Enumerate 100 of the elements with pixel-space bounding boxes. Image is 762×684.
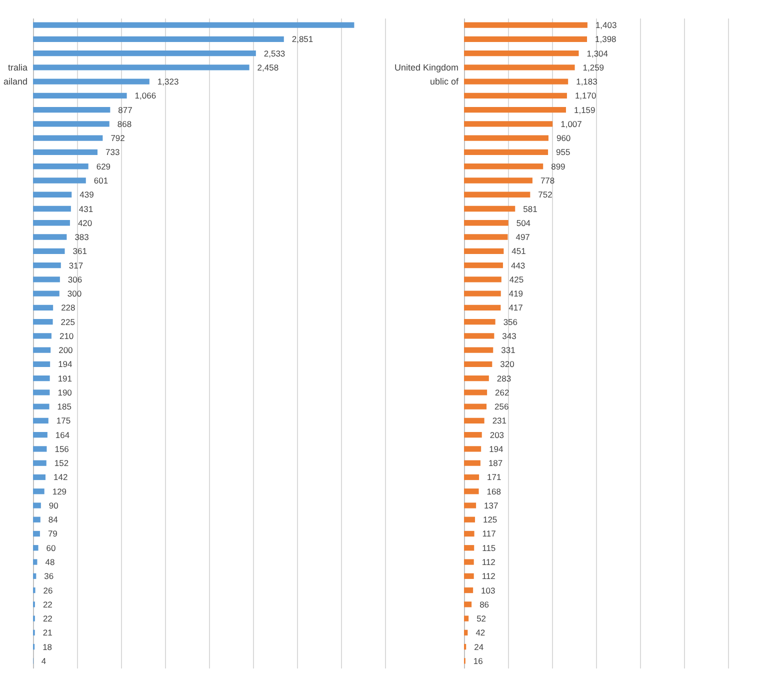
data-label: 112 [482, 571, 496, 582]
data-label: 1,183 [576, 76, 598, 87]
y-tick-label: tralia [8, 62, 28, 72]
bar [33, 178, 86, 184]
bar [464, 333, 494, 339]
data-label: 112 [482, 556, 496, 567]
data-label: 210 [59, 330, 74, 341]
bar [33, 545, 38, 551]
bar [464, 460, 480, 466]
data-label: 185 [57, 402, 72, 412]
bar [464, 234, 508, 240]
bar [464, 164, 544, 170]
bar [464, 92, 567, 99]
bar [464, 121, 553, 127]
data-label: 60 [46, 542, 56, 553]
bar [33, 390, 50, 396]
bar [464, 446, 482, 452]
bar [33, 234, 67, 240]
data-label: 417 [508, 302, 524, 313]
data-label: 22 [42, 599, 53, 610]
bar [464, 262, 503, 268]
data-label: 504 [516, 218, 531, 228]
bar [33, 559, 38, 565]
data-label: 103 [481, 585, 496, 596]
bar [33, 446, 47, 452]
bar [33, 460, 46, 466]
data-label: 1,323 [157, 76, 179, 87]
bar [464, 361, 492, 368]
data-label: 129 [52, 486, 67, 496]
bar [33, 22, 354, 28]
data-label: 960 [556, 133, 571, 144]
data-label: 877 [118, 104, 133, 115]
bar [464, 404, 487, 410]
data-label: 431 [78, 204, 94, 214]
y-tick-label: ublic of [430, 76, 459, 87]
data-label: 256 [494, 402, 509, 412]
bar [464, 390, 488, 396]
bar [464, 545, 474, 551]
data-label: 125 [483, 514, 498, 525]
bar [464, 149, 548, 156]
data-label: 733 [106, 147, 120, 158]
bar [464, 502, 476, 508]
data-label: 955 [556, 147, 570, 158]
data-label: 2,533 [264, 48, 286, 58]
data-label: 117 [482, 528, 496, 539]
data-label: 2,458 [257, 62, 279, 72]
bar [464, 304, 501, 310]
bar [33, 50, 256, 56]
bar [464, 50, 579, 56]
data-label: 356 [503, 316, 518, 327]
bar [464, 290, 501, 296]
data-label: 86 [480, 599, 490, 610]
data-label: 283 [496, 373, 512, 384]
bar [33, 248, 65, 254]
data-label: 1,066 [134, 90, 156, 101]
data-label: 152 [54, 458, 69, 468]
bar [33, 220, 70, 226]
bar [33, 36, 284, 42]
bar [464, 107, 566, 113]
data-label: 320 [500, 359, 515, 370]
bar [33, 78, 150, 84]
data-label: 443 [510, 260, 526, 270]
data-label: 225 [60, 316, 76, 327]
data-label: 1,304 [586, 48, 608, 58]
bar [464, 630, 468, 636]
bar [464, 432, 482, 438]
data-label: 194 [58, 359, 73, 370]
data-label: 164 [55, 430, 70, 440]
data-label: 48 [45, 556, 55, 567]
bar [33, 318, 53, 325]
bar [33, 121, 110, 127]
data-label: 190 [58, 387, 72, 398]
data-label: 343 [502, 330, 517, 341]
data-label: 629 [96, 161, 111, 172]
bar [33, 361, 50, 368]
bar [464, 192, 530, 198]
data-label: 778 [540, 175, 555, 186]
bar [33, 262, 61, 268]
bar [33, 135, 103, 141]
bar [33, 432, 48, 438]
bar [464, 573, 474, 579]
bar [464, 64, 575, 70]
data-label: 1,170 [574, 90, 596, 101]
data-label: 451 [512, 246, 526, 256]
data-label: 175 [56, 416, 71, 426]
data-label: 1,403 [595, 20, 617, 30]
data-label: 581 [523, 204, 538, 214]
bar [33, 347, 51, 353]
data-label: 171 [487, 472, 502, 482]
bar [464, 375, 489, 382]
bar [33, 192, 72, 198]
bar [33, 488, 44, 494]
bar [464, 178, 532, 184]
data-label: 168 [486, 486, 502, 496]
data-label: 228 [61, 302, 76, 313]
y-tick-label: United Kingdom [394, 62, 458, 72]
data-label: 194 [489, 444, 504, 454]
data-label: 1,398 [595, 34, 617, 44]
data-label: 24 [474, 642, 484, 652]
data-label: 4 [41, 656, 46, 666]
